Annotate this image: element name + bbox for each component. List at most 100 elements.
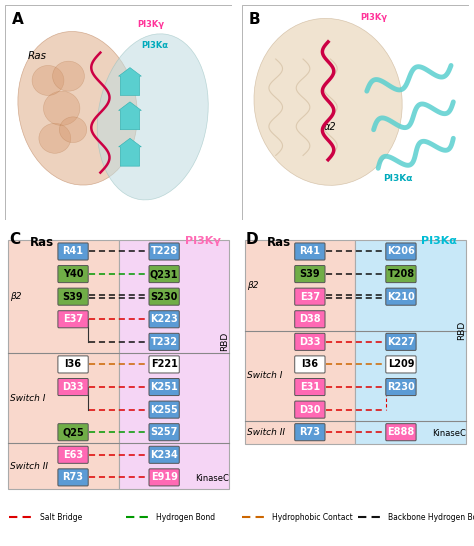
Text: D38: D38 — [299, 314, 321, 324]
Ellipse shape — [97, 34, 208, 200]
FancyBboxPatch shape — [58, 356, 88, 373]
Text: PI3Kγ: PI3Kγ — [185, 236, 220, 246]
FancyBboxPatch shape — [58, 469, 88, 486]
Text: Hydrophobic Contact: Hydrophobic Contact — [272, 513, 353, 523]
Text: K255: K255 — [150, 405, 178, 414]
Text: T208: T208 — [387, 269, 414, 279]
Text: E63: E63 — [63, 450, 83, 460]
Circle shape — [44, 91, 80, 126]
Ellipse shape — [18, 32, 137, 185]
FancyBboxPatch shape — [149, 401, 179, 418]
Circle shape — [39, 123, 71, 153]
Text: R41: R41 — [300, 246, 320, 257]
FancyBboxPatch shape — [295, 356, 325, 373]
Text: β2: β2 — [10, 292, 22, 301]
Text: PI3Kγ: PI3Kγ — [137, 20, 164, 29]
Text: D30: D30 — [299, 405, 320, 414]
FancyArrow shape — [118, 68, 141, 96]
Text: E31: E31 — [300, 382, 320, 392]
Text: Ras: Ras — [27, 51, 46, 61]
Text: T228: T228 — [151, 246, 178, 257]
Text: S257: S257 — [150, 427, 178, 437]
Text: RBD: RBD — [457, 321, 466, 340]
FancyBboxPatch shape — [386, 333, 416, 351]
FancyBboxPatch shape — [58, 311, 88, 328]
FancyBboxPatch shape — [242, 5, 469, 219]
Text: R73: R73 — [300, 427, 320, 437]
FancyBboxPatch shape — [295, 333, 325, 351]
Text: I36: I36 — [301, 359, 319, 370]
FancyBboxPatch shape — [386, 356, 416, 373]
Text: E919: E919 — [151, 472, 178, 482]
Text: D: D — [246, 232, 259, 247]
Text: R41: R41 — [63, 246, 83, 257]
Text: L209: L209 — [388, 359, 414, 370]
Bar — [118, 240, 229, 489]
FancyBboxPatch shape — [149, 288, 179, 305]
FancyBboxPatch shape — [295, 243, 325, 260]
FancyBboxPatch shape — [149, 333, 179, 351]
FancyArrow shape — [118, 138, 141, 166]
FancyBboxPatch shape — [149, 469, 179, 486]
Text: Switch II: Switch II — [247, 428, 285, 437]
Text: T232: T232 — [151, 337, 178, 347]
Text: Hydrogen Bond: Hydrogen Bond — [155, 513, 215, 523]
Circle shape — [59, 117, 87, 143]
FancyBboxPatch shape — [386, 243, 416, 260]
Text: E37: E37 — [63, 314, 83, 324]
FancyBboxPatch shape — [149, 378, 179, 395]
FancyBboxPatch shape — [386, 378, 416, 395]
FancyBboxPatch shape — [58, 288, 88, 305]
Bar — [356, 240, 466, 444]
Text: S39: S39 — [300, 269, 320, 279]
FancyBboxPatch shape — [149, 356, 179, 373]
FancyBboxPatch shape — [386, 424, 416, 441]
FancyBboxPatch shape — [5, 5, 232, 219]
FancyBboxPatch shape — [149, 446, 179, 464]
Text: E888: E888 — [387, 427, 415, 437]
Text: PI3Kα: PI3Kα — [421, 236, 457, 246]
Text: K234: K234 — [150, 450, 178, 460]
Text: Q231: Q231 — [150, 269, 178, 279]
Text: RBD: RBD — [220, 332, 229, 352]
Text: R230: R230 — [387, 382, 415, 392]
FancyBboxPatch shape — [386, 288, 416, 305]
Text: KinaseC: KinaseC — [432, 429, 466, 438]
Text: F221: F221 — [151, 359, 178, 370]
Text: D33: D33 — [62, 382, 84, 392]
Text: K223: K223 — [150, 314, 178, 324]
Text: PI3Kα: PI3Kα — [383, 174, 412, 183]
FancyBboxPatch shape — [58, 446, 88, 464]
Text: Switch I: Switch I — [10, 394, 46, 403]
Text: K251: K251 — [150, 382, 178, 392]
Text: KinaseC: KinaseC — [195, 474, 229, 483]
FancyBboxPatch shape — [295, 265, 325, 283]
FancyBboxPatch shape — [295, 288, 325, 305]
Text: Ras: Ras — [266, 236, 291, 250]
FancyBboxPatch shape — [295, 401, 325, 418]
Text: S39: S39 — [63, 292, 83, 302]
Text: Ras: Ras — [30, 236, 54, 250]
FancyBboxPatch shape — [149, 311, 179, 328]
FancyBboxPatch shape — [58, 265, 88, 283]
Text: α2: α2 — [324, 122, 336, 132]
Bar — [245, 240, 356, 444]
FancyBboxPatch shape — [58, 378, 88, 395]
Text: R73: R73 — [63, 472, 83, 482]
Text: K206: K206 — [387, 246, 415, 257]
Text: Backbone Hydrogen Bond: Backbone Hydrogen Bond — [388, 513, 474, 523]
Text: I36: I36 — [64, 359, 82, 370]
Text: D33: D33 — [299, 337, 320, 347]
Text: Y40: Y40 — [63, 269, 83, 279]
Circle shape — [53, 61, 84, 91]
Text: C: C — [9, 232, 20, 247]
Text: A: A — [11, 12, 23, 27]
Text: Switch I: Switch I — [247, 371, 283, 380]
Text: β2: β2 — [247, 281, 259, 290]
FancyBboxPatch shape — [149, 243, 179, 260]
Text: Switch II: Switch II — [10, 461, 48, 471]
Text: K210: K210 — [387, 292, 415, 302]
FancyBboxPatch shape — [295, 311, 325, 328]
FancyBboxPatch shape — [58, 243, 88, 260]
Text: S230: S230 — [150, 292, 178, 302]
